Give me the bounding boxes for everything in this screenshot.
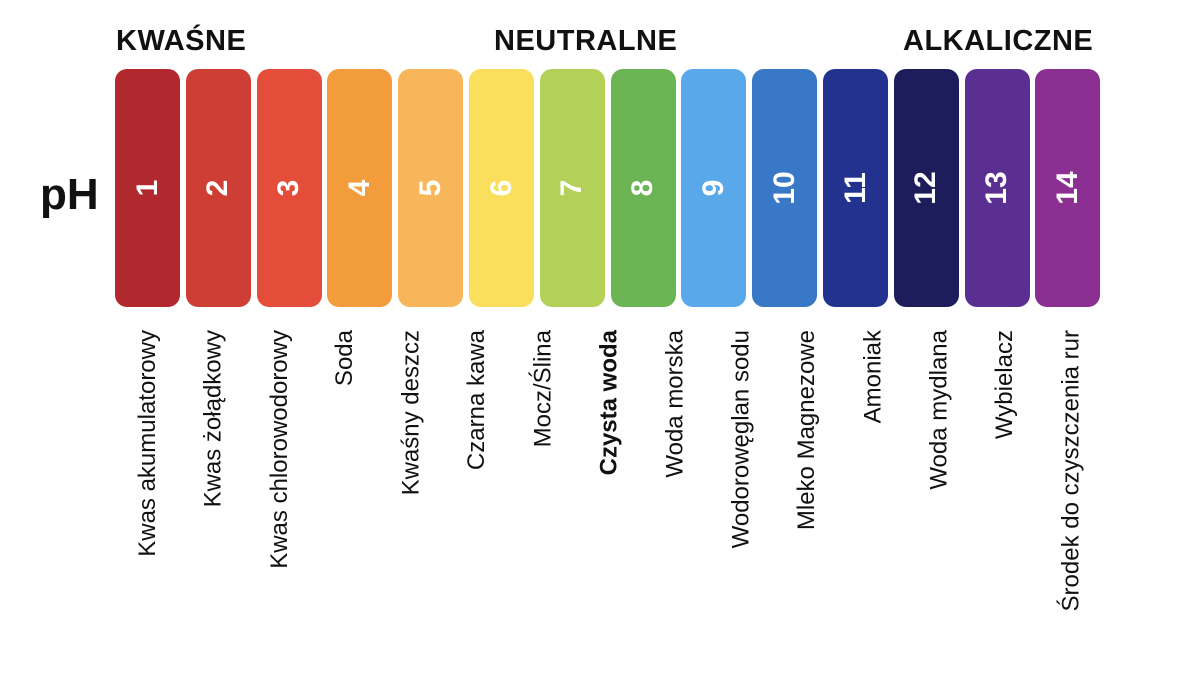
ph-cell-number: 1	[130, 179, 164, 197]
substance-label: Amoniak	[859, 330, 887, 424]
substance-label-slot: Soda	[313, 330, 378, 670]
substance-label: Kwas akumulatorowy	[133, 330, 161, 557]
ph-cell-number: 11	[838, 172, 872, 204]
substance-label: Kwaśny deszcz	[397, 330, 425, 496]
ph-cell-14: 14	[1035, 69, 1101, 307]
substance-label: Woda mydlana	[925, 330, 953, 490]
substance-label: Kwas żołądkowy	[199, 330, 227, 508]
substance-label-slot: Wybielacz	[973, 330, 1038, 670]
ph-cell-9: 9	[681, 69, 747, 307]
ph-cell-number: 4	[342, 179, 376, 197]
ph-cell-3: 3	[256, 69, 322, 307]
ph-axis-label: pH	[40, 170, 99, 219]
ph-cell-number: 6	[484, 179, 518, 197]
ph-cell-number: 14	[1050, 171, 1084, 205]
substance-label-slot: Mleko Magnezowe	[775, 330, 840, 670]
ph-cell-number: 3	[272, 179, 306, 197]
ph-cell-4: 4	[327, 69, 393, 307]
substance-label-slot: Kwas akumulatorowy	[115, 330, 180, 670]
category-acidic: KWAŚNE	[116, 25, 247, 57]
substance-label: Czarna kawa	[463, 330, 491, 471]
substance-label: Wodorowęglan sodu	[727, 330, 755, 549]
ph-cell-number: 8	[626, 179, 660, 197]
category-neutral: NEUTRALNE	[494, 25, 678, 57]
ph-cell-6: 6	[469, 69, 534, 307]
ph-cell-13: 13	[964, 69, 1030, 307]
substance-label-slot: Kwas chlorowodorowy	[247, 330, 312, 670]
ph-cell-12: 12	[893, 69, 959, 307]
ph-cell-8: 8	[610, 69, 676, 307]
ph-cell-11: 11	[823, 69, 888, 307]
substance-labels: Kwas akumulatorowy Kwas żołądkowy Kwas chl…	[115, 330, 1103, 670]
ph-cell-number: 2	[201, 179, 235, 197]
substance-label-slot: Woda mydlana	[907, 330, 972, 670]
ph-cell-number: 13	[980, 171, 1014, 205]
ph-cell-1: 1	[115, 69, 180, 307]
substance-label: Kwas chlorowodorowy	[265, 330, 293, 569]
substance-label: Czysta woda	[595, 330, 623, 476]
substance-label: Mleko Magnezowe	[793, 330, 821, 531]
ph-cell-number: 10	[767, 171, 801, 205]
substance-label-slot: Amoniak	[841, 330, 906, 670]
substance-label: Woda morska	[661, 330, 689, 478]
ph-cell-number: 7	[555, 179, 589, 197]
substance-label-slot: Środek do czyszczenia rur	[1039, 330, 1104, 670]
substance-label-slot: Wodorowęglan sodu	[709, 330, 774, 670]
substance-label-slot: Mocz/Ślina	[511, 330, 576, 670]
substance-label: Mocz/Ślina	[529, 330, 557, 448]
ph-cell-number: 9	[696, 179, 730, 197]
substance-label-slot: Woda morska	[643, 330, 708, 670]
ph-cell-5: 5	[398, 69, 464, 307]
substance-label-slot: Czarna kawa	[445, 330, 510, 670]
category-alkaline: ALKALICZNE	[903, 25, 1094, 57]
substance-label: Wybielacz	[991, 330, 1019, 440]
ph-cell-7: 7	[539, 69, 605, 307]
ph-cell-number: 5	[413, 179, 447, 197]
ph-scale-strip: 1 2 3 4 5 6 7 8 9 10 11 12 13 14	[115, 69, 1103, 307]
substance-label-slot: Kwaśny deszcz	[379, 330, 444, 670]
ph-cell-number: 12	[909, 171, 943, 205]
substance-label: Soda	[331, 330, 359, 387]
ph-cell-10: 10	[752, 69, 818, 307]
ph-cell-2: 2	[185, 69, 251, 307]
substance-label: Środek do czyszczenia rur	[1057, 330, 1085, 612]
substance-label-slot: Czysta woda	[577, 330, 642, 670]
substance-label-slot: Kwas żołądkowy	[181, 330, 246, 670]
